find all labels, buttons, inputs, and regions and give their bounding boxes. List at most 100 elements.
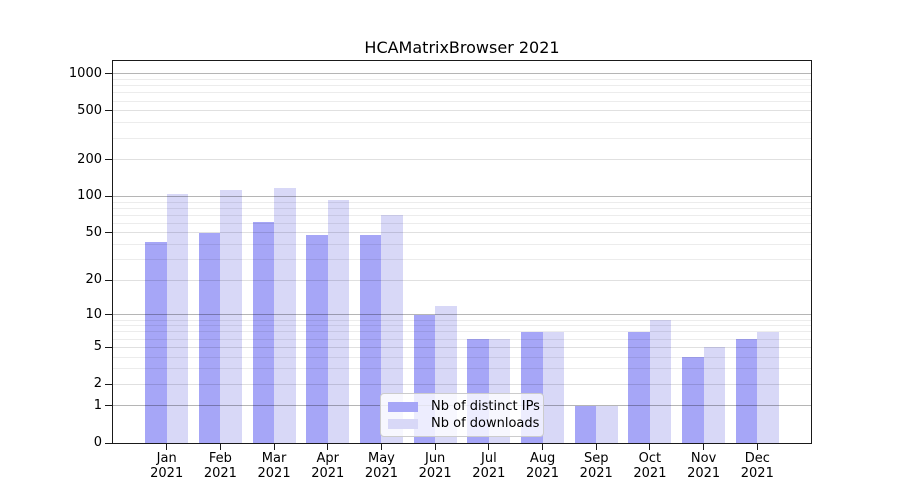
- y-tick-label: 500: [77, 102, 102, 118]
- bar-nb-of-distinct-ips-oct: [628, 331, 650, 443]
- x-tick-label: Oct 2021: [633, 451, 667, 481]
- minor-gridline: [113, 85, 811, 87]
- x-tick: [756, 444, 758, 450]
- x-tick-label: Jan 2021: [150, 451, 184, 481]
- bar-nb-of-distinct-ips-nov: [682, 357, 704, 443]
- major-gridline: [113, 279, 811, 281]
- y-tick: [105, 232, 112, 234]
- minor-gridline: [113, 137, 811, 139]
- bar-nb-of-distinct-ips-sep: [574, 405, 597, 443]
- bar-nb-of-downloads-aug: [542, 331, 565, 443]
- y-tick-label: 1000: [68, 65, 102, 81]
- legend-item: Nb of distinct IPs: [388, 398, 540, 415]
- x-tick-label: Jun 2021: [418, 451, 452, 481]
- x-tick-label: Aug 2021: [525, 451, 560, 481]
- y-tick: [105, 442, 112, 444]
- minor-gridline: [113, 207, 811, 209]
- y-tick-label: 20: [85, 272, 102, 288]
- bar-nb-of-downloads-sep: [596, 405, 618, 443]
- x-tick-label: Apr 2021: [311, 451, 345, 481]
- x-tick-label: Dec 2021: [740, 451, 774, 481]
- x-tick: [649, 444, 651, 450]
- bar-nb-of-downloads-feb: [220, 190, 242, 443]
- x-tick: [327, 444, 329, 450]
- minor-gridline: [113, 331, 811, 333]
- minor-gridline: [113, 356, 811, 358]
- x-tick: [703, 444, 705, 450]
- major-gridline: [113, 195, 811, 197]
- bar-nb-of-downloads-mar: [274, 187, 296, 443]
- bar-nb-of-distinct-ips-apr: [306, 235, 328, 443]
- legend-swatch-downloads: [388, 418, 418, 429]
- major-gridline: [113, 73, 811, 75]
- y-tick-label: 2: [93, 376, 102, 392]
- legend-label-downloads: Nb of downloads: [431, 416, 540, 431]
- y-tick: [105, 346, 112, 348]
- minor-gridline: [113, 214, 811, 216]
- y-tick: [105, 195, 112, 197]
- y-tick: [105, 279, 112, 281]
- x-tick: [542, 444, 544, 450]
- bar-nb-of-downloads-dec: [757, 331, 779, 443]
- x-tick-label: Sep 2021: [579, 451, 613, 481]
- major-gridline: [113, 346, 811, 348]
- x-tick: [166, 444, 168, 450]
- bar-nb-of-distinct-ips-may: [359, 235, 382, 443]
- major-gridline: [113, 159, 811, 161]
- minor-gridline: [113, 122, 811, 124]
- y-tick: [105, 73, 112, 75]
- minor-gridline: [113, 79, 811, 81]
- bar-nb-of-downloads-jan: [166, 193, 189, 443]
- x-tick-label: Feb 2021: [203, 451, 237, 481]
- legend-item: Nb of downloads: [388, 415, 539, 432]
- minor-gridline: [113, 325, 811, 327]
- minor-gridline: [113, 259, 811, 261]
- y-tick-label: 10: [85, 306, 102, 322]
- bar-nb-of-distinct-ips-feb: [198, 232, 221, 443]
- x-tick-label: Nov 2021: [687, 451, 721, 481]
- x-tick: [595, 444, 597, 450]
- major-gridline: [113, 383, 811, 385]
- minor-gridline: [113, 222, 811, 224]
- y-tick-label: 5: [93, 339, 102, 355]
- minor-gridline: [113, 319, 811, 321]
- y-tick-label: 1: [93, 397, 102, 413]
- x-tick: [380, 444, 382, 450]
- y-tick-label: 100: [77, 188, 102, 204]
- y-tick: [105, 383, 112, 385]
- chart-title: HCAMatrixBrowser 2021: [364, 38, 560, 57]
- y-tick: [105, 314, 112, 316]
- bar-nb-of-downloads-may: [381, 214, 403, 443]
- x-tick: [488, 444, 490, 450]
- bar-nb-of-downloads-nov: [703, 347, 726, 443]
- minor-gridline: [113, 368, 811, 370]
- bar-nb-of-distinct-ips-jan: [145, 242, 167, 443]
- x-tick-label: Jul 2021: [472, 451, 506, 481]
- x-tick-label: Mar 2021: [257, 451, 291, 481]
- y-tick-label: 50: [85, 224, 102, 240]
- y-tick: [105, 110, 112, 112]
- x-tick-label: May 2021: [364, 451, 398, 481]
- bar-nb-of-downloads-oct: [649, 320, 672, 443]
- major-gridline: [113, 232, 811, 234]
- y-tick: [105, 159, 112, 161]
- minor-gridline: [113, 244, 811, 246]
- bar-nb-of-distinct-ips-mar: [252, 221, 275, 443]
- y-tick-label: 200: [77, 151, 102, 167]
- minor-gridline: [113, 201, 811, 203]
- legend-label-distinct-ips: Nb of distinct IPs: [431, 399, 540, 414]
- minor-gridline: [113, 338, 811, 340]
- major-gridline: [113, 110, 811, 112]
- x-tick: [273, 444, 275, 450]
- major-gridline: [113, 314, 811, 316]
- y-tick: [105, 405, 112, 407]
- minor-gridline: [113, 92, 811, 94]
- x-tick: [434, 444, 436, 450]
- x-tick: [219, 444, 221, 450]
- legend: Nb of distinct IPs Nb of downloads: [380, 393, 544, 437]
- legend-swatch-distinct-ips: [388, 401, 418, 412]
- minor-gridline: [113, 100, 811, 102]
- bar-nb-of-downloads-apr: [327, 200, 350, 443]
- y-tick-label: 0: [93, 435, 102, 450]
